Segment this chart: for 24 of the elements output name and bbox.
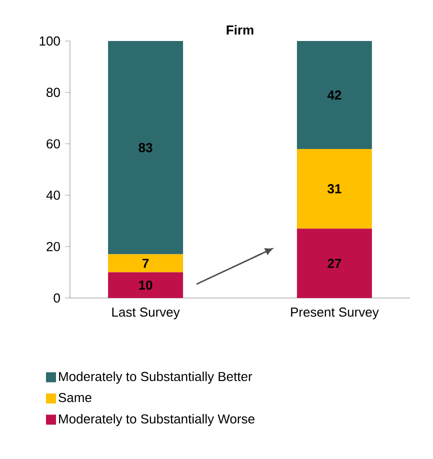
data-label: 83 [138, 143, 152, 152]
y-tick-label: 80 [46, 88, 60, 98]
bar [108, 272, 184, 298]
legend-label: Same [58, 392, 92, 402]
legend-label: Moderately to Substantially Better [59, 372, 252, 384]
y-tick-label: 100 [40, 36, 60, 46]
bar [296, 148, 372, 229]
data-label: 10 [139, 280, 152, 290]
x-tick-label: Last Survey [112, 308, 180, 320]
legend-label: Moderately to Substantially Worse [59, 414, 254, 426]
y-tick-label: 60 [46, 139, 60, 148]
y-tick-label: 20 [46, 242, 60, 252]
data-label: 42 [327, 90, 342, 100]
bar [296, 41, 372, 149]
chart-title: Firm [226, 25, 254, 34]
data-label: 7 [142, 258, 149, 268]
bar [108, 41, 184, 254]
bar [108, 254, 184, 272]
y-tick-label: 0 [54, 293, 60, 303]
data-label: 27 [328, 258, 342, 268]
bar [296, 228, 372, 298]
x-tick-label: Present Survey [291, 308, 379, 320]
y-tick-label: 40 [46, 190, 60, 200]
data-label: 31 [328, 184, 342, 194]
